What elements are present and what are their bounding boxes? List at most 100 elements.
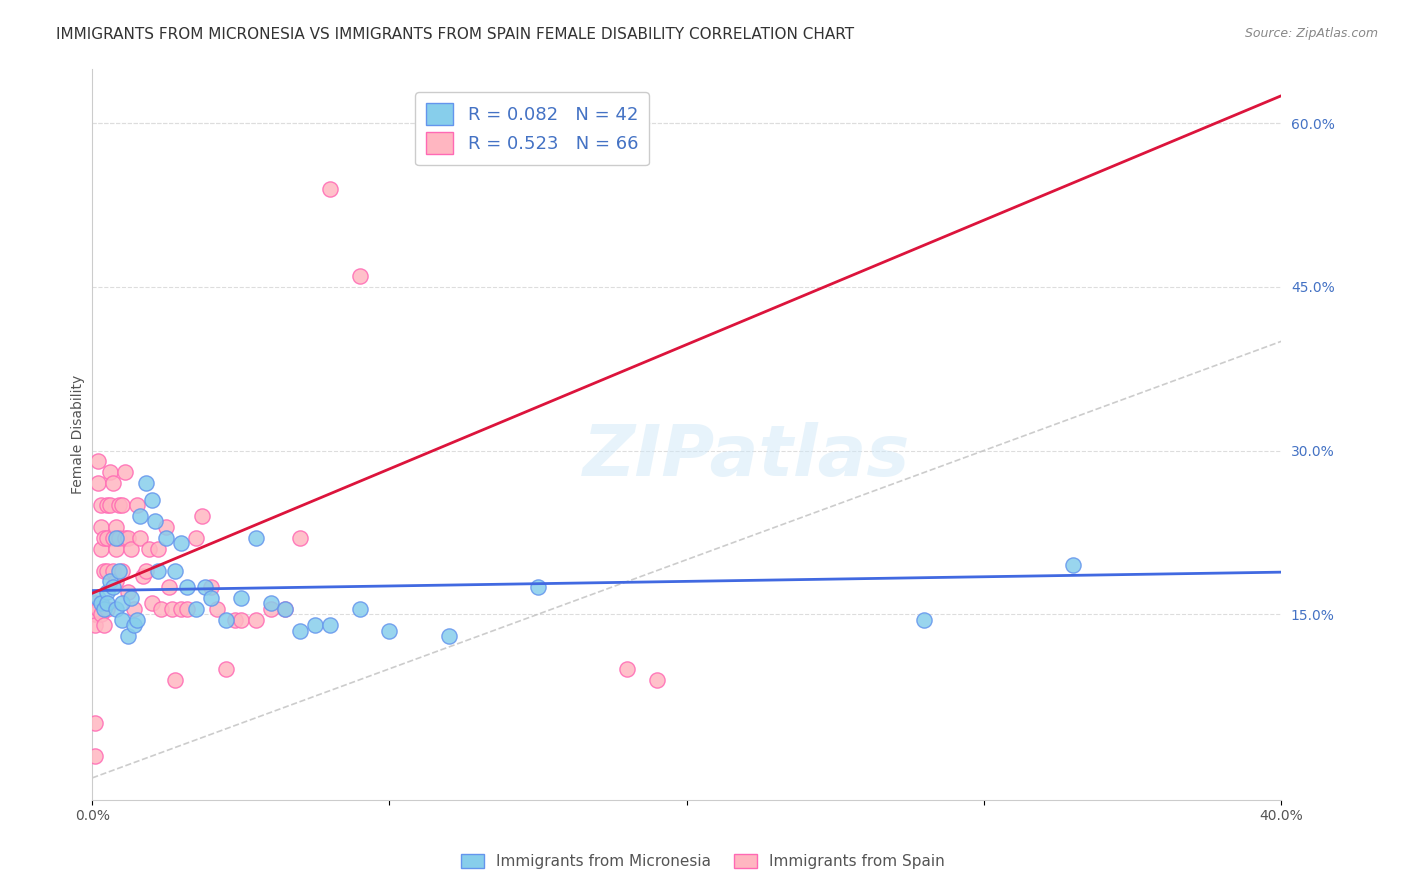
Point <box>93 564 115 578</box>
Point <box>98 466 121 480</box>
Point <box>96 531 118 545</box>
Point <box>616 662 638 676</box>
Point <box>141 596 163 610</box>
Point <box>274 601 297 615</box>
Point <box>176 580 198 594</box>
Point <box>122 618 145 632</box>
Point <box>108 531 131 545</box>
Y-axis label: Female Disability: Female Disability <box>72 375 86 494</box>
Point <box>96 498 118 512</box>
Point <box>96 601 118 615</box>
Point <box>205 601 228 615</box>
Point <box>117 531 139 545</box>
Point <box>96 585 118 599</box>
Point <box>527 580 550 594</box>
Point <box>290 624 312 638</box>
Point <box>165 673 187 687</box>
Point <box>146 564 169 578</box>
Point <box>87 454 110 468</box>
Point <box>319 618 342 632</box>
Point <box>98 498 121 512</box>
Point <box>101 476 124 491</box>
Point <box>143 515 166 529</box>
Point <box>138 541 160 556</box>
Point <box>159 580 181 594</box>
Point <box>108 498 131 512</box>
Point <box>90 541 112 556</box>
Point <box>1062 558 1084 573</box>
Text: Source: ZipAtlas.com: Source: ZipAtlas.com <box>1244 27 1378 40</box>
Point <box>101 580 124 594</box>
Point <box>155 531 177 545</box>
Point <box>141 492 163 507</box>
Point <box>259 601 281 615</box>
Point <box>319 181 342 195</box>
Point <box>87 591 110 605</box>
Point <box>87 601 110 615</box>
Legend: R = 0.082   N = 42, R = 0.523   N = 66: R = 0.082 N = 42, R = 0.523 N = 66 <box>415 92 650 165</box>
Point <box>111 564 134 578</box>
Point <box>93 601 115 615</box>
Point <box>114 531 136 545</box>
Point <box>87 476 110 491</box>
Point <box>200 591 222 605</box>
Point <box>108 564 131 578</box>
Point <box>90 607 112 622</box>
Point <box>111 498 134 512</box>
Point <box>90 520 112 534</box>
Legend: Immigrants from Micronesia, Immigrants from Spain: Immigrants from Micronesia, Immigrants f… <box>456 848 950 875</box>
Point <box>111 596 134 610</box>
Point <box>186 531 208 545</box>
Point <box>437 629 460 643</box>
Point <box>349 268 371 283</box>
Point <box>229 613 252 627</box>
Point <box>215 613 238 627</box>
Point <box>135 476 157 491</box>
Point <box>191 508 214 523</box>
Point <box>96 596 118 610</box>
Point <box>117 585 139 599</box>
Point <box>96 564 118 578</box>
Point <box>224 613 246 627</box>
Point <box>104 531 127 545</box>
Point <box>101 564 124 578</box>
Point <box>914 613 936 627</box>
Point <box>128 531 150 545</box>
Point <box>84 618 107 632</box>
Point <box>162 601 184 615</box>
Point <box>245 613 267 627</box>
Point <box>84 596 107 610</box>
Point <box>245 531 267 545</box>
Point <box>93 618 115 632</box>
Point <box>98 574 121 589</box>
Point <box>165 564 187 578</box>
Text: IMMIGRANTS FROM MICRONESIA VS IMMIGRANTS FROM SPAIN FEMALE DISABILITY CORRELATIO: IMMIGRANTS FROM MICRONESIA VS IMMIGRANTS… <box>56 27 855 42</box>
Point <box>155 520 177 534</box>
Text: ZIPatlas: ZIPatlas <box>582 422 910 491</box>
Point <box>215 662 238 676</box>
Point <box>84 607 107 622</box>
Point <box>120 591 142 605</box>
Point <box>259 596 281 610</box>
Point <box>170 601 193 615</box>
Point <box>186 601 208 615</box>
Point <box>378 624 401 638</box>
Point <box>135 564 157 578</box>
Point <box>200 580 222 594</box>
Point <box>84 716 107 731</box>
Point <box>290 531 312 545</box>
Point <box>194 580 217 594</box>
Point <box>84 749 107 764</box>
Point <box>170 536 193 550</box>
Point <box>274 601 297 615</box>
Point <box>125 498 148 512</box>
Point <box>645 673 668 687</box>
Point <box>146 541 169 556</box>
Point <box>104 601 127 615</box>
Point <box>114 466 136 480</box>
Point <box>104 520 127 534</box>
Point <box>111 613 134 627</box>
Point <box>128 508 150 523</box>
Point <box>149 601 172 615</box>
Point <box>104 541 127 556</box>
